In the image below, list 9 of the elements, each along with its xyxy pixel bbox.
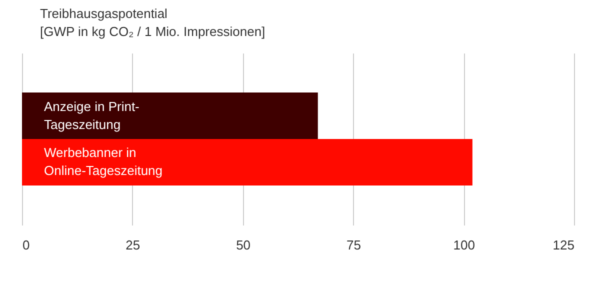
x-tick-label: 125 (552, 238, 574, 252)
y-tick-label: Werbebanner in Online-Tageszeitung (44, 145, 163, 178)
x-tick-label: 0 (22, 238, 30, 252)
y-tick-label: Anzeige in Print- Tageszeitung (44, 98, 140, 132)
x-tick-label: 50 (236, 238, 251, 252)
x-tick-label: 75 (346, 238, 361, 252)
x-tick-label: 100 (453, 238, 475, 252)
x-tick-label: 25 (126, 238, 140, 252)
chart-title: Treibhausgaspotential [GWP in kg CO₂ / 1 Mio. Impressionen] (40, 6, 266, 39)
